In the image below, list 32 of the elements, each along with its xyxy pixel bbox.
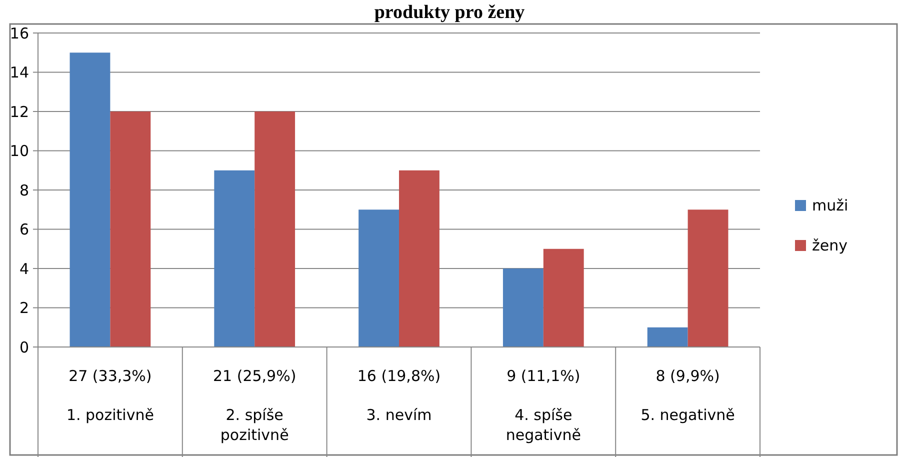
x-tick-label: 2. spíše pozitivně <box>220 406 289 444</box>
x-tick-label: 3. nevím <box>366 406 432 424</box>
chart-title: produkty pro ženy <box>374 2 526 23</box>
total-label: 21 (25,9%) <box>212 367 296 385</box>
y-tick-label: 12 <box>10 102 29 121</box>
y-tick-label: 8 <box>19 181 29 200</box>
x-tick-label: 1. pozitivně <box>66 406 154 424</box>
total-label: 16 (19,8%) <box>357 367 441 385</box>
x-tick-label: 5. negativně <box>640 406 735 424</box>
bar <box>647 327 688 347</box>
bar <box>502 268 544 347</box>
bar <box>543 248 584 347</box>
y-tick-label: 16 <box>10 24 29 42</box>
bar <box>254 112 296 347</box>
y-tick-label: 4 <box>19 260 29 278</box>
y-tick-label: 10 <box>10 142 29 160</box>
bar <box>70 52 110 347</box>
legend-label: muži <box>812 196 848 214</box>
bar <box>110 112 151 347</box>
y-tick-label: 14 <box>10 64 29 82</box>
total-label: 9 (11,1%) <box>506 367 580 385</box>
y-tick-label: 6 <box>19 220 29 238</box>
y-tick-label: 2 <box>19 299 29 317</box>
bar <box>214 170 255 347</box>
total-label: 8 (9,9%) <box>656 367 720 385</box>
total-label: 27 (33,3%) <box>68 367 152 385</box>
bar <box>399 170 440 347</box>
bar <box>688 210 728 347</box>
bar <box>358 210 399 347</box>
legend-label: ženy <box>812 236 848 254</box>
x-tick-label: 4. spíše negativně <box>506 406 581 444</box>
y-tick-label: 0 <box>19 338 29 356</box>
